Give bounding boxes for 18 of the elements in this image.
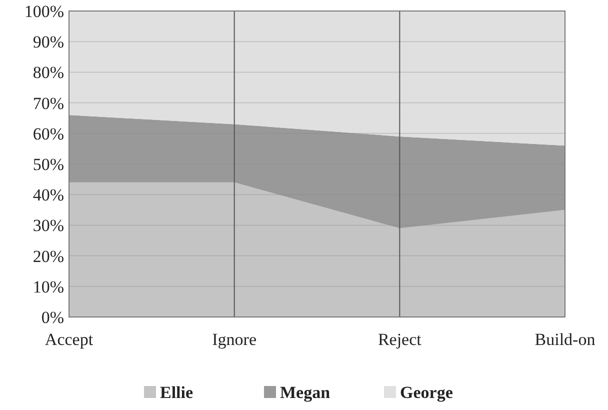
x-tick-label: Accept [44,330,94,349]
y-tick-label: 80% [32,63,64,82]
y-tick-label: 10% [32,277,64,296]
x-tick-label: Reject [378,330,422,349]
y-tick-label: 40% [32,186,64,205]
legend-label: Ellie [160,382,194,402]
y-tick-label: 30% [32,216,64,236]
x-tick-label: Ignore [212,330,257,349]
legend-label: Megan [280,382,331,402]
y-tick-label: 100% [24,2,64,21]
x-tick-label: Build-on [534,330,596,349]
y-tick-label: 0% [41,308,64,327]
y-tick-label: 60% [32,124,64,144]
legend-label: George [400,382,454,402]
y-tick-label: 20% [32,246,64,266]
y-tick-label: 90% [32,32,64,52]
y-tick-label: 50% [32,154,64,174]
y-tick-label: 70% [32,94,64,113]
